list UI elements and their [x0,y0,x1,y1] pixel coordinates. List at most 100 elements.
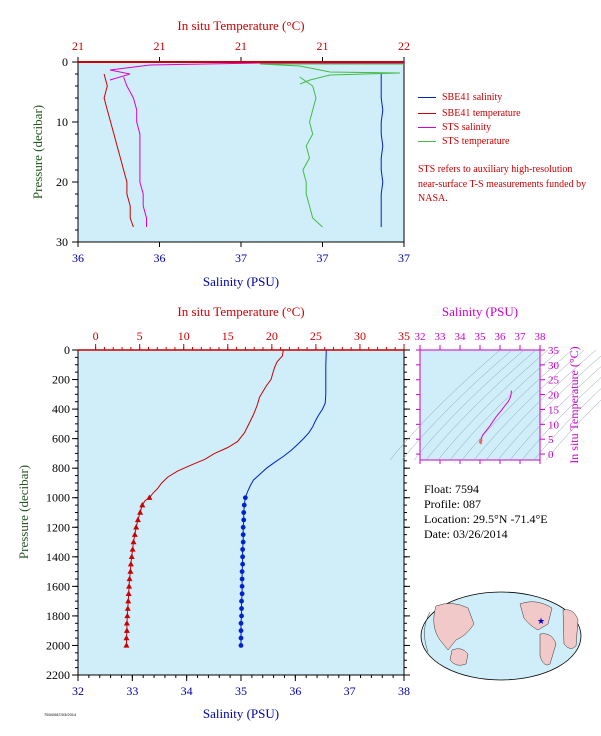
near-surface-y-axis-label: Pressure (decibar) [30,105,45,199]
temperature-marker [131,531,138,537]
float-location: Location: 29.5°N -71.4°E [424,512,548,526]
full-profile-y-tick-label: 800 [52,461,70,475]
ts-x-tick-label: 34 [455,331,467,343]
ts-x-tick-label: 38 [535,331,547,343]
legend-swatch [418,141,436,143]
near-surface-y-tick-label: 30 [56,235,68,249]
salinity-marker [241,517,247,523]
ts-y-tick-label: 0 [548,449,554,461]
density-contour [401,349,513,461]
ts-y-tick-label: 10 [548,419,560,431]
temperature-marker [127,568,134,574]
full-profile-y-tick-label: 1600 [46,579,70,593]
density-contour [485,349,597,461]
near-surface-bottom-tick-label: 36 [72,251,84,265]
ts-x-tick-label: 37 [515,331,527,343]
salinity-marker [239,613,244,619]
near-surface-top-axis-label: In situ Temperature (°C) [177,18,304,33]
ts-y-tick-label: 35 [548,345,560,357]
density-contour [497,355,601,461]
temperature-marker [123,627,130,633]
density-contour [521,377,601,461]
salinity-marker [240,554,246,560]
legend-entry-sts-temperature: STS temperature [418,136,509,147]
salinity-marker [242,495,248,501]
full-profile-y-tick-label: 600 [52,432,70,446]
full-profile-bottom-tick-label: 33 [126,684,138,698]
salinity-marker [241,510,247,515]
ts-x-tick-label: 36 [495,331,507,343]
temperature-marker [127,561,134,567]
near-surface-top-tick-label: 21 [154,39,166,53]
ts-y-tick-label: 15 [548,404,560,416]
legend-entry-sbe41-salinity: SBE41 salinity [418,92,502,103]
salinity-marker [240,539,246,545]
salinity-marker [239,583,245,589]
temperature-marker [125,590,132,596]
full-profile-top-tick-label: 30 [354,329,366,343]
full-profile-top-tick-label: 25 [310,329,322,343]
full-profile-top-tick-label: 5 [137,329,143,343]
legend-entry-sts-salinity: STS salinity [418,122,491,133]
map-landmass-north-america [519,601,553,631]
legend-swatch [418,97,436,99]
temperature-marker [146,494,153,500]
legend-swatch [418,113,436,115]
map-landmass-south-america [539,633,557,666]
map-landmass-asia [433,603,475,651]
density-contour [449,349,561,461]
temperature-marker [123,642,130,648]
footer-code: 7594/087/03/2014 [44,712,77,717]
full-profile-y-tick-label: 1400 [46,550,70,564]
density-contour [425,349,537,461]
temperature-marker [125,597,132,604]
salinity-marker [240,561,246,567]
temperature-marker [123,634,130,641]
salinity-marker [240,532,246,538]
full-profile-top-tick-label: 15 [222,329,234,343]
near-surface-panel: 21 21 21 21 22 36 36 37 37 37 0 10 20 30 In situ Temp… [30,18,410,289]
float-location-marker-icon: ★ [537,616,545,626]
map-landmass-africa [562,609,579,649]
near-surface-plot-area [77,61,405,243]
ts-y-tick-label: 25 [548,375,560,387]
full-profile-y-tick-label: 1800 [46,609,70,623]
near-surface-bottom-tick-label: 37 [317,251,329,265]
full-profile-y-tick-label: 2000 [46,638,70,652]
legend-entry-sbe41-temperature: SBE41 temperature [418,108,521,119]
ts-y-axis-label: In situ Temperature (°C) [567,346,581,463]
full-profile-bottom-tick-label: 34 [181,684,193,698]
full-profile-panel: 0 5 10 15 20 25 30 35 32 33 34 35 36 37 38 0 200 400 600 80… [16,304,410,721]
salinity-marker [239,591,245,597]
full-profile-y-axis-label: Pressure (decibar) [16,465,31,559]
map-landmass-edge [424,611,431,653]
near-surface-top-tick-label: 21 [317,39,329,53]
salinity-marker [238,635,244,641]
world-map: ★ [420,591,582,681]
near-surface-bottom-tick-label: 36 [154,251,166,265]
density-contour [389,349,501,461]
near-surface-top-tick-label: 21 [235,39,247,53]
full-profile-bottom-tick-label: 32 [72,684,84,698]
temperature-marker [129,546,136,552]
legend-label: STS salinity [442,122,492,133]
ts-x-axis-label: Salinity (PSU) [442,304,518,319]
full-profile-bottom-axis-label: Salinity (PSU) [203,706,279,721]
full-profile-y-tick-label: 1000 [46,491,70,505]
temperature-marker [134,516,141,523]
near-surface-series-2 [123,76,147,227]
ts-x-tick-label: 33 [435,331,447,343]
temperature-marker [124,612,131,619]
temperature-marker [130,538,137,545]
full-profile-bottom-tick-label: 36 [289,684,301,698]
salinity-marker [239,606,244,611]
ts-x-tick-label: 35 [475,331,487,343]
density-contour [533,388,601,461]
map-landmass-australia [449,648,469,666]
salinity-marker [239,569,245,574]
full-profile-bottom-tick-label: 38 [398,684,410,698]
ts-diagram-panel: 32 33 34 35 36 37 38 0 5 10 15 20 25 30 35 Salinity (P… [389,304,601,464]
ts-y-tick-label: 20 [548,390,560,402]
near-surface-bottom-axis-label: Salinity (PSU) [203,274,279,289]
